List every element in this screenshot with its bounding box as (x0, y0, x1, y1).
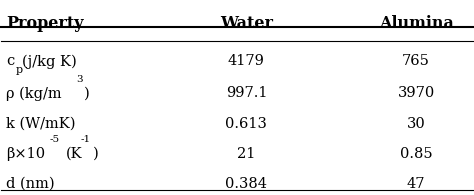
Text: 3: 3 (76, 75, 82, 84)
Text: 0.384: 0.384 (226, 177, 267, 191)
Text: 30: 30 (407, 117, 426, 130)
Text: (j/kg K): (j/kg K) (22, 54, 76, 69)
Text: ): ) (93, 147, 99, 161)
Text: p: p (16, 65, 23, 75)
Text: 3970: 3970 (397, 86, 435, 100)
Text: Water: Water (220, 15, 273, 32)
Text: c: c (6, 54, 14, 68)
Text: (K: (K (65, 147, 82, 161)
Text: Alumina: Alumina (379, 15, 454, 32)
Text: Property: Property (6, 15, 83, 32)
Text: 765: 765 (402, 54, 430, 68)
Text: β×10: β×10 (6, 147, 45, 161)
Text: ): ) (84, 86, 90, 100)
Text: 47: 47 (407, 177, 425, 191)
Text: -1: -1 (81, 135, 91, 144)
Text: -5: -5 (50, 135, 60, 144)
Text: d (nm): d (nm) (6, 177, 55, 191)
Text: k (W/mK): k (W/mK) (6, 117, 75, 130)
Text: 0.613: 0.613 (226, 117, 267, 130)
Text: 997.1: 997.1 (226, 86, 267, 100)
Text: 21: 21 (237, 147, 255, 161)
Text: ρ (kg/m: ρ (kg/m (6, 86, 62, 101)
Text: 0.85: 0.85 (400, 147, 432, 161)
Text: 4179: 4179 (228, 54, 265, 68)
